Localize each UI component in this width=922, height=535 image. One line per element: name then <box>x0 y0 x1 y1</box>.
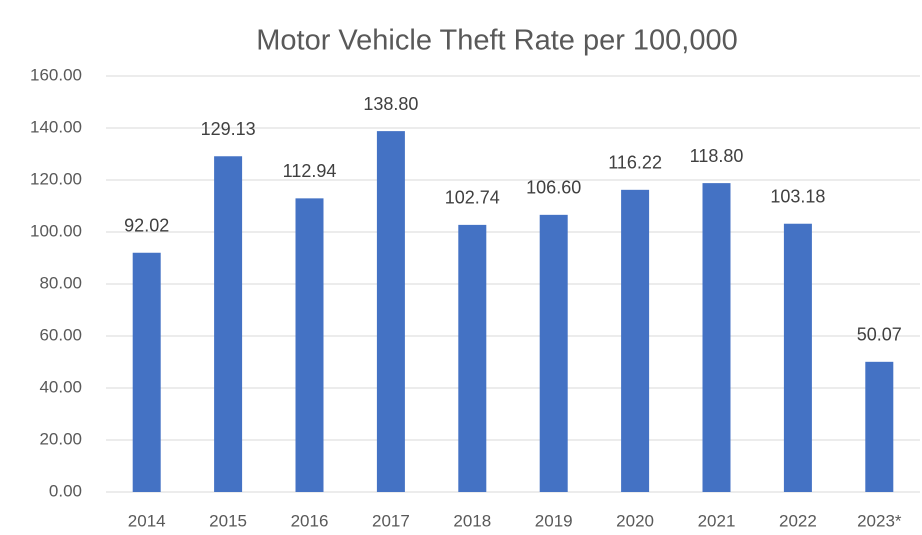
x-tick-label: 2021 <box>698 511 736 530</box>
x-tick-label: 2017 <box>372 511 410 530</box>
data-label: 112.94 <box>283 161 337 181</box>
y-tick-label: 0.00 <box>49 481 82 500</box>
data-label: 50.07 <box>857 325 902 345</box>
x-tick-label: 2014 <box>128 511 166 530</box>
bar <box>458 224 487 492</box>
y-tick-label: 120.00 <box>30 169 82 188</box>
x-tick-label: 2015 <box>209 511 247 530</box>
y-tick-label: 100.00 <box>30 221 82 240</box>
y-tick-label: 60.00 <box>39 325 82 344</box>
y-tick-label: 140.00 <box>30 117 82 136</box>
bar <box>214 156 243 492</box>
x-tick-label: 2019 <box>535 511 573 530</box>
data-label: 92.02 <box>124 215 169 235</box>
bar <box>539 214 568 492</box>
y-tick-label: 20.00 <box>39 429 82 448</box>
x-tick-label: 2022 <box>779 511 817 530</box>
bar <box>376 131 405 492</box>
x-tick-label: 2018 <box>453 511 491 530</box>
data-label: 103.18 <box>770 186 825 206</box>
y-tick-label: 160.00 <box>30 65 82 84</box>
bar <box>865 361 894 492</box>
x-tick-label: 2023* <box>857 511 902 530</box>
data-label: 116.22 <box>608 153 662 173</box>
bar <box>295 198 324 492</box>
x-tick-label: 2016 <box>291 511 329 530</box>
data-label: 138.80 <box>363 94 418 114</box>
bar <box>783 223 812 492</box>
bar <box>621 189 650 492</box>
y-tick-label: 80.00 <box>39 273 82 292</box>
y-tick-label: 40.00 <box>39 377 82 396</box>
chart-title: Motor Vehicle Theft Rate per 100,000 <box>256 25 738 57</box>
data-label: 106.60 <box>526 178 581 198</box>
data-label: 102.74 <box>445 188 500 208</box>
bar <box>132 252 161 492</box>
data-label: 118.80 <box>690 146 744 166</box>
data-label: 129.13 <box>201 119 256 139</box>
x-tick-label: 2020 <box>616 511 654 530</box>
bar <box>702 183 731 492</box>
